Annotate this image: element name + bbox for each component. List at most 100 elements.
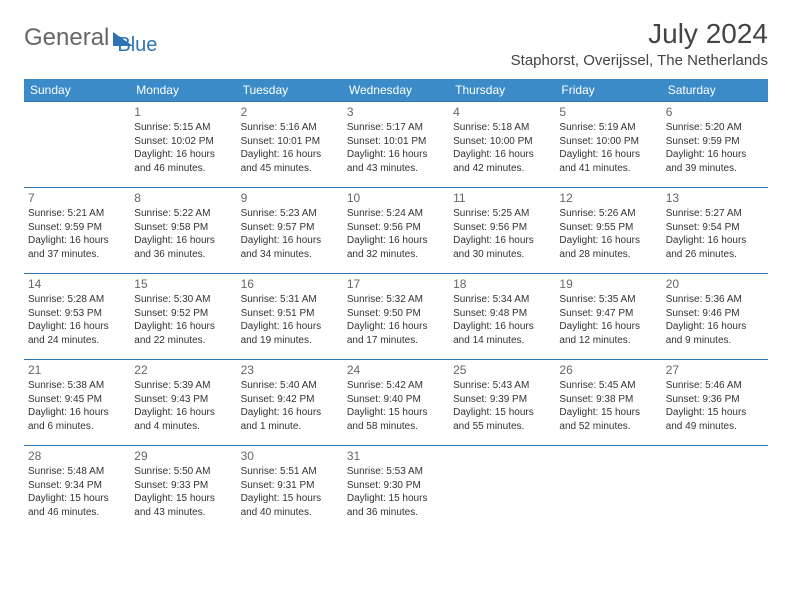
sunrise-text: Sunrise: 5:17 AM bbox=[347, 121, 445, 135]
calendar-day-cell: 10Sunrise: 5:24 AMSunset: 9:56 PMDayligh… bbox=[343, 188, 449, 274]
day-number: 27 bbox=[666, 362, 764, 378]
sunset-text: Sunset: 9:54 PM bbox=[666, 221, 764, 235]
calendar-day-cell: 4Sunrise: 5:18 AMSunset: 10:00 PMDayligh… bbox=[449, 102, 555, 188]
calendar-day-cell: 11Sunrise: 5:25 AMSunset: 9:56 PMDayligh… bbox=[449, 188, 555, 274]
sunset-text: Sunset: 9:30 PM bbox=[347, 479, 445, 493]
sunrise-text: Sunrise: 5:32 AM bbox=[347, 293, 445, 307]
month-title: July 2024 bbox=[511, 18, 768, 50]
sunset-text: Sunset: 9:39 PM bbox=[453, 393, 551, 407]
calendar-day-cell: 14Sunrise: 5:28 AMSunset: 9:53 PMDayligh… bbox=[24, 274, 130, 360]
daylight-text: Daylight: 16 hours and 39 minutes. bbox=[666, 148, 764, 175]
sunset-text: Sunset: 9:53 PM bbox=[28, 307, 126, 321]
day-number: 21 bbox=[28, 362, 126, 378]
daylight-text: Daylight: 16 hours and 36 minutes. bbox=[134, 234, 232, 261]
day-number: 2 bbox=[241, 104, 339, 120]
daylight-text: Daylight: 16 hours and 6 minutes. bbox=[28, 406, 126, 433]
sunrise-text: Sunrise: 5:30 AM bbox=[134, 293, 232, 307]
sunset-text: Sunset: 9:36 PM bbox=[666, 393, 764, 407]
daylight-text: Daylight: 15 hours and 40 minutes. bbox=[241, 492, 339, 519]
daylight-text: Daylight: 15 hours and 49 minutes. bbox=[666, 406, 764, 433]
sunrise-text: Sunrise: 5:16 AM bbox=[241, 121, 339, 135]
sunset-text: Sunset: 9:40 PM bbox=[347, 393, 445, 407]
calendar-week-row: 21Sunrise: 5:38 AMSunset: 9:45 PMDayligh… bbox=[24, 360, 768, 446]
sunset-text: Sunset: 9:58 PM bbox=[134, 221, 232, 235]
calendar-day-cell: 1Sunrise: 5:15 AMSunset: 10:02 PMDayligh… bbox=[130, 102, 236, 188]
calendar-day-cell: 12Sunrise: 5:26 AMSunset: 9:55 PMDayligh… bbox=[555, 188, 661, 274]
day-number: 13 bbox=[666, 190, 764, 206]
daylight-text: Daylight: 15 hours and 43 minutes. bbox=[134, 492, 232, 519]
calendar-day-cell: 2Sunrise: 5:16 AMSunset: 10:01 PMDayligh… bbox=[237, 102, 343, 188]
day-number: 6 bbox=[666, 104, 764, 120]
daylight-text: Daylight: 16 hours and 9 minutes. bbox=[666, 320, 764, 347]
sunset-text: Sunset: 9:50 PM bbox=[347, 307, 445, 321]
sunrise-text: Sunrise: 5:31 AM bbox=[241, 293, 339, 307]
calendar-day-cell: 6Sunrise: 5:20 AMSunset: 9:59 PMDaylight… bbox=[662, 102, 768, 188]
sunset-text: Sunset: 10:01 PM bbox=[347, 135, 445, 149]
calendar-day-cell: 28Sunrise: 5:48 AMSunset: 9:34 PMDayligh… bbox=[24, 446, 130, 532]
day-number: 5 bbox=[559, 104, 657, 120]
day-number: 3 bbox=[347, 104, 445, 120]
sunrise-text: Sunrise: 5:40 AM bbox=[241, 379, 339, 393]
daylight-text: Daylight: 15 hours and 58 minutes. bbox=[347, 406, 445, 433]
calendar-day-cell: 30Sunrise: 5:51 AMSunset: 9:31 PMDayligh… bbox=[237, 446, 343, 532]
sunrise-text: Sunrise: 5:26 AM bbox=[559, 207, 657, 221]
daylight-text: Daylight: 16 hours and 4 minutes. bbox=[134, 406, 232, 433]
daylight-text: Daylight: 16 hours and 19 minutes. bbox=[241, 320, 339, 347]
day-header: Friday bbox=[555, 79, 661, 102]
calendar-day-cell bbox=[555, 446, 661, 532]
title-block: July 2024 Staphorst, Overijssel, The Net… bbox=[511, 18, 768, 69]
daylight-text: Daylight: 16 hours and 28 minutes. bbox=[559, 234, 657, 261]
day-number: 15 bbox=[134, 276, 232, 292]
sunrise-text: Sunrise: 5:21 AM bbox=[28, 207, 126, 221]
sunrise-text: Sunrise: 5:18 AM bbox=[453, 121, 551, 135]
daylight-text: Daylight: 16 hours and 26 minutes. bbox=[666, 234, 764, 261]
calendar-day-cell bbox=[662, 446, 768, 532]
sunset-text: Sunset: 9:33 PM bbox=[134, 479, 232, 493]
calendar-day-cell: 25Sunrise: 5:43 AMSunset: 9:39 PMDayligh… bbox=[449, 360, 555, 446]
sunrise-text: Sunrise: 5:38 AM bbox=[28, 379, 126, 393]
sunrise-text: Sunrise: 5:22 AM bbox=[134, 207, 232, 221]
calendar-day-cell: 13Sunrise: 5:27 AMSunset: 9:54 PMDayligh… bbox=[662, 188, 768, 274]
day-number: 7 bbox=[28, 190, 126, 206]
calendar-table: SundayMondayTuesdayWednesdayThursdayFrid… bbox=[24, 79, 768, 532]
day-number: 30 bbox=[241, 448, 339, 464]
calendar-day-cell: 27Sunrise: 5:46 AMSunset: 9:36 PMDayligh… bbox=[662, 360, 768, 446]
calendar-day-cell: 16Sunrise: 5:31 AMSunset: 9:51 PMDayligh… bbox=[237, 274, 343, 360]
calendar-day-cell: 20Sunrise: 5:36 AMSunset: 9:46 PMDayligh… bbox=[662, 274, 768, 360]
day-number: 25 bbox=[453, 362, 551, 378]
day-header: Thursday bbox=[449, 79, 555, 102]
calendar-day-cell: 29Sunrise: 5:50 AMSunset: 9:33 PMDayligh… bbox=[130, 446, 236, 532]
day-number: 1 bbox=[134, 104, 232, 120]
calendar-day-cell: 5Sunrise: 5:19 AMSunset: 10:00 PMDayligh… bbox=[555, 102, 661, 188]
daylight-text: Daylight: 15 hours and 55 minutes. bbox=[453, 406, 551, 433]
sunrise-text: Sunrise: 5:19 AM bbox=[559, 121, 657, 135]
sunrise-text: Sunrise: 5:27 AM bbox=[666, 207, 764, 221]
calendar-week-row: 7Sunrise: 5:21 AMSunset: 9:59 PMDaylight… bbox=[24, 188, 768, 274]
calendar-day-cell: 15Sunrise: 5:30 AMSunset: 9:52 PMDayligh… bbox=[130, 274, 236, 360]
sunrise-text: Sunrise: 5:15 AM bbox=[134, 121, 232, 135]
day-number: 31 bbox=[347, 448, 445, 464]
sunrise-text: Sunrise: 5:39 AM bbox=[134, 379, 232, 393]
sunset-text: Sunset: 9:45 PM bbox=[28, 393, 126, 407]
calendar-day-cell: 26Sunrise: 5:45 AMSunset: 9:38 PMDayligh… bbox=[555, 360, 661, 446]
day-number: 9 bbox=[241, 190, 339, 206]
calendar-day-cell: 17Sunrise: 5:32 AMSunset: 9:50 PMDayligh… bbox=[343, 274, 449, 360]
sunset-text: Sunset: 9:56 PM bbox=[347, 221, 445, 235]
sunset-text: Sunset: 10:00 PM bbox=[453, 135, 551, 149]
calendar-day-cell: 21Sunrise: 5:38 AMSunset: 9:45 PMDayligh… bbox=[24, 360, 130, 446]
sunset-text: Sunset: 9:43 PM bbox=[134, 393, 232, 407]
daylight-text: Daylight: 15 hours and 36 minutes. bbox=[347, 492, 445, 519]
sunset-text: Sunset: 9:31 PM bbox=[241, 479, 339, 493]
calendar-week-row: 28Sunrise: 5:48 AMSunset: 9:34 PMDayligh… bbox=[24, 446, 768, 532]
calendar-day-cell bbox=[24, 102, 130, 188]
calendar-week-row: 1Sunrise: 5:15 AMSunset: 10:02 PMDayligh… bbox=[24, 102, 768, 188]
daylight-text: Daylight: 16 hours and 22 minutes. bbox=[134, 320, 232, 347]
sunrise-text: Sunrise: 5:25 AM bbox=[453, 207, 551, 221]
sunrise-text: Sunrise: 5:24 AM bbox=[347, 207, 445, 221]
calendar-week-row: 14Sunrise: 5:28 AMSunset: 9:53 PMDayligh… bbox=[24, 274, 768, 360]
daylight-text: Daylight: 16 hours and 46 minutes. bbox=[134, 148, 232, 175]
sunset-text: Sunset: 10:01 PM bbox=[241, 135, 339, 149]
sunset-text: Sunset: 9:52 PM bbox=[134, 307, 232, 321]
daylight-text: Daylight: 16 hours and 17 minutes. bbox=[347, 320, 445, 347]
daylight-text: Daylight: 16 hours and 24 minutes. bbox=[28, 320, 126, 347]
